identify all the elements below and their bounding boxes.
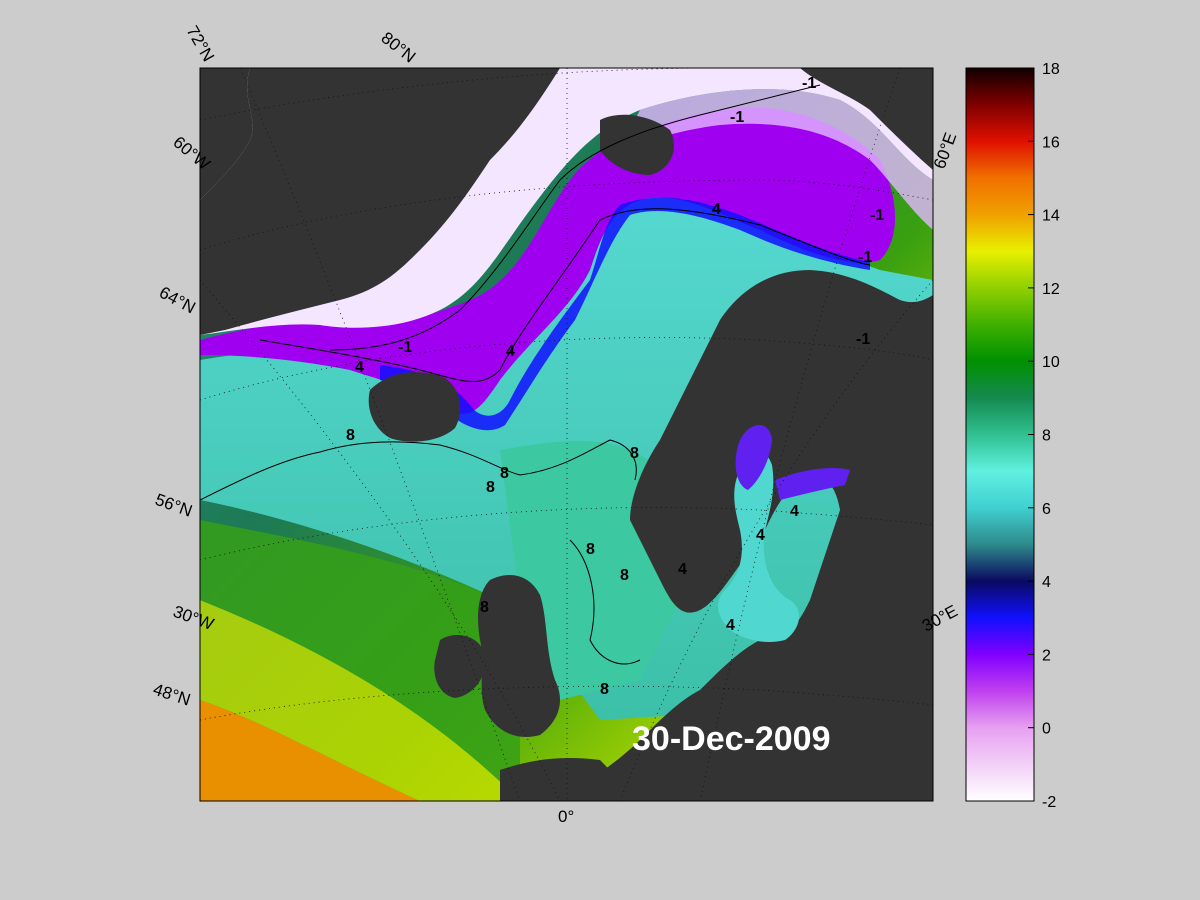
- contour-label: 8: [480, 599, 489, 616]
- lat-label-48n: 48°N: [151, 680, 193, 710]
- contour-label: 8: [620, 567, 629, 584]
- contour-label: 8: [600, 681, 609, 698]
- contour-label: 4: [355, 359, 364, 376]
- contour-label: -1: [856, 331, 870, 348]
- colorbar-tick-label: 12: [1042, 281, 1060, 298]
- contour-label: 8: [630, 445, 639, 462]
- ocean-warm-corner: [200, 700, 420, 801]
- colorbar-tick-label: 16: [1042, 134, 1060, 151]
- land-novaya-zemlya: [800, 68, 933, 170]
- lat-label-72n: 72°N: [183, 23, 218, 65]
- contour-8-atlantic: [200, 439, 637, 501]
- land-france-iberia: [500, 758, 640, 801]
- gulf-of-finland: [775, 468, 850, 500]
- land-british-isles: [478, 575, 560, 738]
- ocean-green-band: [200, 520, 520, 801]
- colorbar-tick-label: 10: [1042, 354, 1060, 371]
- ice-edge-purple: [200, 107, 895, 414]
- contour-label: -1: [870, 207, 884, 224]
- contour-label: 8: [586, 541, 595, 558]
- map-panel: [200, 68, 933, 801]
- contour-label: 4: [678, 561, 687, 578]
- colorbar: 18 16 14 12 10 8 6 4 2 0 -2: [965, 61, 1060, 811]
- contour-4-ice: [259, 208, 871, 383]
- contour-label: 4: [790, 503, 799, 520]
- colorbar-tick-label: 18: [1042, 61, 1060, 78]
- contour-8-northsea: [569, 539, 641, 665]
- lat-label-56n: 56°N: [153, 490, 195, 521]
- contour-label: 8: [486, 479, 495, 496]
- bothnian-bay: [735, 425, 772, 490]
- ocean-yellow-band: [200, 600, 520, 801]
- contour-label: 8: [500, 465, 509, 482]
- land-svalbard: [600, 114, 674, 175]
- colorbar-ramp: [965, 67, 1035, 802]
- lat-label-80n: 80°N: [378, 28, 420, 66]
- graticule: [200, 68, 933, 801]
- land-greenland: [200, 68, 560, 335]
- colorbar-tick-label: 14: [1042, 208, 1060, 225]
- contour-label: 8: [346, 427, 355, 444]
- land-iceland: [368, 372, 461, 442]
- contour-label: 4: [712, 201, 721, 218]
- colorbar-tick-label: 4: [1042, 574, 1051, 591]
- lat-label-64n: 64°N: [156, 283, 198, 318]
- sea-ice-light-purple: [620, 89, 933, 230]
- contour-minus1-ice: [329, 84, 821, 351]
- contour-label: -1: [730, 109, 744, 126]
- colorbar-tick-label: 0: [1042, 721, 1051, 738]
- colorbar-tick-label: 6: [1042, 501, 1051, 518]
- colorbar-tick-label: -2: [1042, 794, 1056, 811]
- colorbar-tick-label: 2: [1042, 647, 1051, 664]
- contour-label: -1: [398, 339, 412, 356]
- contour-label: 4: [756, 527, 765, 544]
- contour-label: -1: [802, 75, 816, 92]
- contour-label: -1: [858, 249, 872, 266]
- land-canada-corner: [200, 68, 253, 200]
- lon-label-0: 0°: [558, 807, 574, 826]
- lon-label-60e: 60°E: [930, 130, 961, 171]
- contour-labels: -1 -1 -1 -1 -1 -1 4 4 4 4 4 4 4 8 8 8 8 …: [346, 75, 884, 698]
- date-label: 30-Dec-2009: [632, 720, 830, 758]
- land-ireland: [434, 635, 486, 698]
- colorbar-ticks: 18 16 14 12 10 8 6 4 2 0 -2: [1028, 61, 1060, 811]
- contour-label: 4: [726, 617, 735, 634]
- baltic-sea: [718, 452, 800, 642]
- colorbar-tick-label: 8: [1042, 428, 1051, 445]
- contour-label: 4: [506, 343, 515, 360]
- map-frame: [199, 67, 934, 802]
